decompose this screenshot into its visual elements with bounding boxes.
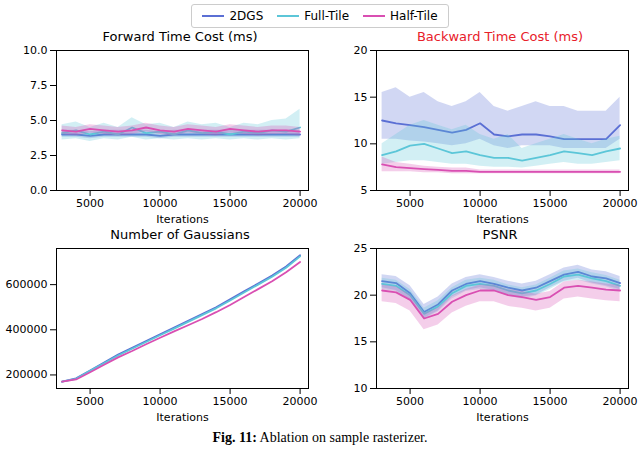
html-text:2DGS: 2DGS	[229, 9, 264, 23]
svg-text:20000: 20000	[283, 197, 318, 210]
svg-text:15000: 15000	[533, 395, 568, 408]
svg-text:10000: 10000	[143, 197, 178, 210]
svg-text:20000: 20000	[283, 395, 318, 408]
html-text:Forward Time Cost (ms): Forward Time Cost (ms)	[102, 29, 258, 44]
svg-text:10: 10	[354, 137, 368, 150]
svg-text:20: 20	[354, 289, 368, 302]
svg-text:Iterations: Iterations	[476, 411, 529, 424]
svg-text:15000: 15000	[213, 395, 248, 408]
svg-text:25: 25	[354, 244, 368, 255]
svg-text:10.0: 10.0	[23, 46, 48, 57]
svg-text:15000: 15000	[213, 197, 248, 210]
svg-text:600000: 600000	[6, 278, 48, 291]
svg-text:15: 15	[354, 91, 368, 104]
svg-text:5000: 5000	[76, 395, 104, 408]
svg-text:5000: 5000	[76, 197, 104, 210]
svg-text:10000: 10000	[463, 197, 498, 210]
svg-text:200000: 200000	[6, 368, 48, 381]
svg-text:10: 10	[354, 382, 368, 395]
svg-text:10000: 10000	[463, 395, 498, 408]
svg-text:15000: 15000	[533, 197, 568, 210]
svg-text:0.0: 0.0	[30, 184, 48, 197]
svg-text:5000: 5000	[396, 395, 424, 408]
svg-text:5.0: 5.0	[30, 114, 48, 127]
svg-text:5: 5	[361, 184, 368, 197]
html-text:Number of Gaussians: Number of Gaussians	[110, 227, 250, 242]
html-text:Backward Time Cost (ms): Backward Time Cost (ms)	[416, 29, 584, 44]
html-text:PSNR: PSNR	[482, 227, 518, 242]
svg-text:20: 20	[354, 46, 368, 57]
svg-text:Iterations: Iterations	[476, 213, 529, 226]
svg-text:2.5: 2.5	[30, 149, 48, 162]
svg-text:5000: 5000	[396, 197, 424, 210]
svg-text:7.5: 7.5	[30, 79, 48, 92]
html-text:Full-Tile: Full-Tile	[304, 9, 349, 23]
svg-text:20000: 20000	[603, 395, 638, 408]
svg-text:400000: 400000	[6, 323, 48, 336]
html-text:Fig. 11: Ablation on sample ra: Fig. 11: Ablation on sample rasterizer.	[212, 430, 428, 445]
svg-text:Iterations: Iterations	[156, 411, 209, 424]
html-text:Half-Tile: Half-Tile	[390, 9, 438, 23]
svg-text:20000: 20000	[603, 197, 638, 210]
svg-text:Iterations: Iterations	[156, 213, 209, 226]
svg-text:10000: 10000	[143, 395, 178, 408]
svg-text:15: 15	[354, 335, 368, 348]
